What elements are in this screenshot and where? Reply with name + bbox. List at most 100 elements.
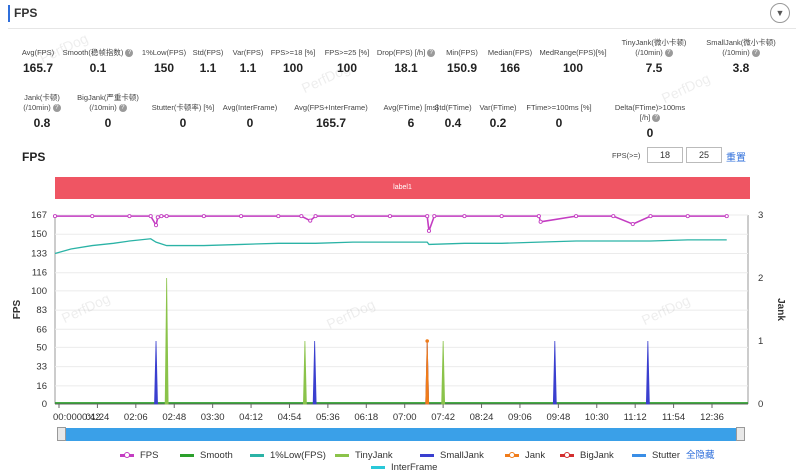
metric-item: BigJank(严重卡顿) (/10min)? 0 [68,93,148,130]
legend-swatch [335,454,349,457]
fps-point [630,222,635,227]
metric-value: 0.8 [33,116,51,130]
hide-all-button[interactable]: 全隐藏 [686,450,715,461]
fps-point [425,214,430,219]
metric-label: Std(FPS) [192,48,224,57]
metric-item: Avg(FPS+InterFrame) 165.7 [291,93,371,130]
smalljank-spike [645,340,650,405]
metric-item: Var(FPS) 1.1 [208,38,288,75]
metric-item: Std(FTime) 0.4 [413,93,493,130]
legend-label: Smooth [200,450,233,461]
x-tick-label: 09:06 [508,412,532,423]
time-range-slider[interactable] [57,428,745,441]
fps-point [239,214,244,219]
fps-point [308,218,313,223]
fps-point [538,219,543,224]
reset-button[interactable]: 重置 [726,153,746,164]
metric-item: Smooth(稳帧指数)? 0.1 [58,38,138,75]
legend-label: 1%Low(FPS) [270,450,326,461]
metric-item: FTime>=100ms [%] 0 [519,93,599,130]
fps-point [462,214,467,219]
y-tick-label: 133 [31,248,47,259]
legend-item-bigjank[interactable]: BigJank [560,450,614,461]
help-icon[interactable]: ? [751,49,760,58]
metric-label: TinyJank(微小卡顿) (/10min)? [621,38,687,58]
metric-label: Median(FPS) [487,48,533,57]
legend-label: InterFrame [391,462,438,473]
x-tick-label: 06:18 [354,412,378,423]
metric-item: 1%Low(FPS) 150 [124,38,204,75]
panel-header: FPS ▼ [0,0,800,28]
x-tick-label: 07:42 [431,412,455,423]
metric-label: Var(FTime) [479,103,517,112]
slider-handle-right[interactable] [736,427,745,441]
collapse-button[interactable]: ▼ [770,3,790,23]
label-band[interactable]: label1 [55,177,750,199]
metric-value: 0.2 [489,116,507,130]
legend-item-smooth[interactable]: Smooth [180,450,233,461]
metric-label: Var(FPS) [232,48,264,57]
legend-item-jank[interactable]: Jank [505,450,545,461]
fps-threshold-input-2[interactable] [686,147,722,163]
metric-value: 165.7 [315,116,347,130]
legend-swatch [120,452,134,458]
metric-value: 7.5 [645,61,663,75]
metric-item: FPS>=25 [%] 100 [307,38,387,75]
y2-tick-label: 1 [758,336,763,347]
metric-value: 0.4 [444,116,462,130]
metric-value: 165.7 [22,61,54,75]
help-icon[interactable]: ? [125,49,134,58]
help-icon[interactable]: ? [118,104,127,113]
metric-label: Stutter(卡顿率) [%] [151,103,215,112]
legend-item-low1[interactable]: 1%Low(FPS) [250,450,326,461]
x-tick-label: 01:24 [86,412,110,423]
fps-threshold-input-1[interactable] [647,147,683,163]
y-tick-label: 167 [31,210,47,221]
y2-tick-label: 3 [758,210,763,221]
y-axis-label: FPS [12,299,23,319]
y2-axis-label: Jank [775,298,786,321]
legend-item-stutter[interactable]: Stutter [632,450,680,461]
help-icon[interactable]: ? [652,114,661,123]
x-tick-label: 11:12 [624,412,647,423]
y2-tick-label: 2 [758,273,763,284]
help-icon[interactable]: ? [52,104,61,113]
fps-point [611,214,616,219]
fps-threshold-label: FPS(>=) [612,151,641,160]
legend-item-smalljank[interactable]: SmallJank [420,450,484,461]
slider-handle-left[interactable] [57,427,66,441]
fps-point [159,214,164,219]
metric-item: Median(FPS) 166 [470,38,550,75]
metric-value: 0 [246,116,254,130]
help-icon[interactable]: ? [427,49,436,58]
metric-label: Min(FPS) [446,48,478,57]
x-tick-label: 02:48 [162,412,186,423]
fps-point [155,215,160,220]
metric-label: Avg(FPS+InterFrame) [294,103,368,112]
metric-value: 100 [336,61,358,75]
metric-label: Jank(卡顿) (/10min)? [23,93,61,113]
fps-chart[interactable]: 0 16 33 50 66 83 100 116 133 150 167 0 1 2 3 FPS Jank 00:… [0,200,800,430]
y-tick-label: 50 [36,342,47,353]
y2-tick-label: 0 [758,399,763,410]
legend-swatch [420,454,434,457]
legend-item-fps[interactable]: FPS [120,450,158,461]
panel-title: FPS [14,6,38,20]
metric-label: Avg(FPS) [21,48,55,57]
tinyjank-spike [441,340,446,405]
y-tick-label: 83 [36,305,47,316]
metric-value: 0 [104,116,112,130]
metric-item: MedRange(FPS)[%] 100 [533,38,613,75]
help-icon[interactable]: ? [664,49,673,58]
metric-value: 0 [555,116,563,130]
fps-point [350,214,355,219]
metric-item: Stutter(卡顿率) [%] 0 [143,93,223,130]
fps-point [90,214,95,219]
fps-point [685,214,690,219]
legend-item-tinyjank[interactable]: TinyJank [335,450,393,461]
header-accent [8,5,10,22]
metric-item: Var(FTime) 0.2 [458,93,538,130]
y-tick-label: 150 [31,229,47,240]
legend-item-interframe[interactable]: InterFrame [371,462,437,473]
metric-value: 6 [407,116,415,130]
